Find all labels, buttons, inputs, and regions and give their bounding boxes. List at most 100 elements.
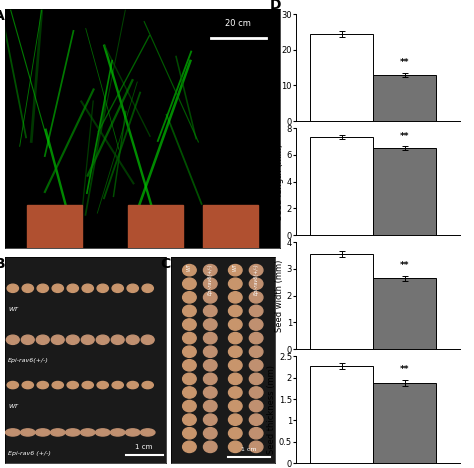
Ellipse shape — [249, 278, 263, 289]
Ellipse shape — [82, 284, 93, 292]
Ellipse shape — [182, 305, 196, 316]
Text: Epi-rav6(-/-): Epi-rav6(-/-) — [209, 214, 251, 221]
Ellipse shape — [182, 428, 196, 439]
Ellipse shape — [95, 429, 110, 436]
Bar — [373, 278, 436, 349]
Ellipse shape — [249, 264, 263, 276]
Ellipse shape — [142, 284, 153, 292]
Ellipse shape — [67, 381, 78, 388]
Ellipse shape — [182, 373, 196, 385]
Text: **: ** — [400, 261, 410, 271]
Text: B: B — [0, 257, 6, 271]
Ellipse shape — [203, 346, 217, 358]
Ellipse shape — [127, 284, 138, 292]
Text: Epi-rav6(+/-): Epi-rav6(+/-) — [128, 214, 173, 221]
Ellipse shape — [142, 381, 153, 388]
Y-axis label: Seed length (mm): Seed length (mm) — [275, 144, 284, 219]
Ellipse shape — [7, 284, 18, 292]
Ellipse shape — [52, 284, 64, 292]
Text: 20 cm: 20 cm — [226, 19, 251, 28]
Ellipse shape — [110, 429, 125, 436]
Ellipse shape — [203, 305, 217, 316]
Ellipse shape — [141, 335, 154, 344]
Ellipse shape — [203, 292, 217, 303]
Ellipse shape — [36, 429, 50, 436]
Ellipse shape — [82, 335, 94, 344]
Ellipse shape — [182, 292, 196, 303]
Ellipse shape — [22, 381, 34, 388]
Text: Epi-rav6(+/-): Epi-rav6(+/-) — [208, 263, 213, 295]
Ellipse shape — [126, 335, 139, 344]
Text: 1 cm: 1 cm — [135, 444, 152, 450]
Ellipse shape — [203, 428, 217, 439]
Ellipse shape — [203, 278, 217, 289]
Ellipse shape — [112, 381, 123, 388]
Ellipse shape — [203, 387, 217, 398]
Ellipse shape — [20, 429, 35, 436]
Y-axis label: Weight/1,000 (g): Weight/1,000 (g) — [270, 32, 279, 103]
Ellipse shape — [249, 319, 263, 330]
Ellipse shape — [228, 278, 242, 289]
Y-axis label: Seed thickness (mm): Seed thickness (mm) — [267, 366, 276, 454]
Ellipse shape — [66, 335, 79, 344]
Ellipse shape — [249, 428, 263, 439]
Text: WT: WT — [8, 307, 18, 312]
Ellipse shape — [228, 373, 242, 385]
Ellipse shape — [249, 292, 263, 303]
Text: **: ** — [400, 366, 410, 374]
Ellipse shape — [228, 401, 242, 412]
Ellipse shape — [182, 319, 196, 330]
Ellipse shape — [82, 381, 93, 388]
Ellipse shape — [228, 359, 242, 371]
Ellipse shape — [127, 381, 138, 388]
Bar — [27, 205, 82, 248]
Ellipse shape — [228, 305, 242, 316]
Ellipse shape — [203, 414, 217, 425]
Ellipse shape — [51, 335, 64, 344]
Ellipse shape — [67, 284, 78, 292]
Ellipse shape — [6, 429, 20, 436]
Ellipse shape — [228, 428, 242, 439]
Ellipse shape — [249, 359, 263, 371]
Ellipse shape — [182, 332, 196, 344]
Ellipse shape — [65, 429, 80, 436]
Ellipse shape — [228, 332, 242, 344]
Text: WT: WT — [187, 263, 192, 271]
Text: C: C — [160, 257, 171, 271]
Ellipse shape — [182, 387, 196, 398]
Ellipse shape — [249, 401, 263, 412]
Bar — [310, 34, 373, 121]
Bar — [373, 148, 436, 235]
Bar — [310, 254, 373, 349]
Text: A: A — [0, 9, 4, 23]
Ellipse shape — [249, 373, 263, 385]
Ellipse shape — [37, 381, 48, 388]
Bar — [203, 205, 258, 248]
Ellipse shape — [228, 387, 242, 398]
Text: **: ** — [400, 58, 410, 67]
Ellipse shape — [140, 429, 155, 436]
Ellipse shape — [228, 292, 242, 303]
Ellipse shape — [52, 381, 64, 388]
Bar — [373, 75, 436, 121]
Ellipse shape — [203, 264, 217, 276]
Ellipse shape — [97, 381, 109, 388]
Ellipse shape — [111, 335, 124, 344]
Ellipse shape — [203, 359, 217, 371]
Text: D: D — [270, 0, 282, 12]
Ellipse shape — [228, 441, 242, 453]
Ellipse shape — [81, 429, 95, 436]
Ellipse shape — [97, 284, 109, 292]
Ellipse shape — [21, 335, 34, 344]
Ellipse shape — [182, 278, 196, 289]
Ellipse shape — [6, 335, 19, 344]
Text: Epi-rav6(+/-): Epi-rav6(+/-) — [254, 263, 259, 295]
Ellipse shape — [249, 346, 263, 358]
Text: **: ** — [400, 132, 410, 141]
Text: WT: WT — [47, 212, 61, 221]
Ellipse shape — [228, 346, 242, 358]
Ellipse shape — [112, 284, 123, 292]
Ellipse shape — [203, 319, 217, 330]
Text: Epi-rav6(+/-): Epi-rav6(+/-) — [8, 358, 49, 363]
Ellipse shape — [228, 319, 242, 330]
